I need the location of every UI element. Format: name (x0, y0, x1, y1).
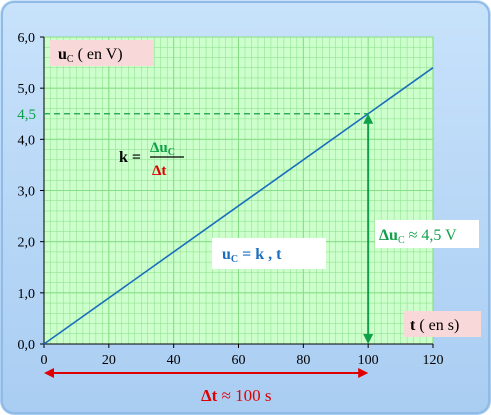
ylabel-box (50, 40, 154, 66)
k-formula-denominator: Δt (152, 163, 166, 179)
x-tick-label: 40 (167, 353, 181, 368)
y-tick-label: 0,0 (18, 338, 36, 353)
ylabel: uC ( en V) (58, 46, 123, 65)
delta-u-label: ΔuC ≈ 4,5 V (379, 227, 457, 246)
x-tick-label: 0 (41, 353, 48, 368)
y-ticks: 0,0 1,0 2,0 3,0 4,0 5,0 6,0 (18, 31, 44, 353)
y-tick-label: 6,0 (18, 31, 36, 46)
k-formula: k = ΔuC Δt (119, 140, 184, 179)
x-tick-label: 100 (358, 353, 379, 368)
x-tick-label: 20 (102, 353, 116, 368)
x-ticks: 0 20 40 60 80 100 120 (41, 344, 444, 368)
k-formula-lhs: k = (119, 149, 141, 166)
uc-equation: uC = k , t (222, 246, 282, 265)
x-tick-label: 80 (296, 353, 310, 368)
delta-t-label: Δt ≈ 100 s (201, 386, 272, 405)
k-formula-numerator: ΔuC (150, 140, 175, 158)
delta-u-label-box (375, 220, 479, 248)
y-tick-label: 2,0 (18, 236, 36, 251)
y-tick-label: 3,0 (18, 185, 36, 200)
x-tick-label: 60 (232, 353, 246, 368)
y-tick-label: 1,0 (18, 287, 36, 302)
uc-equation-box (212, 238, 326, 269)
y-tick-label: 5,0 (18, 82, 36, 97)
y-marker-label: 4,5 (17, 107, 36, 123)
y-tick-label: 4,0 (18, 133, 36, 148)
x-tick-label: 120 (423, 353, 444, 368)
xlabel-box (404, 311, 481, 337)
xlabel: t ( en s) (410, 317, 459, 334)
